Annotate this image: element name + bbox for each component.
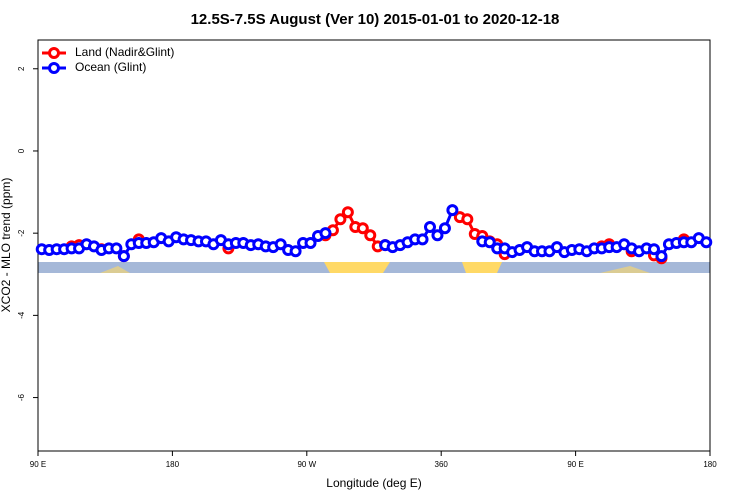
data-point: [648, 243, 660, 256]
data-point: [461, 213, 474, 226]
y-axis-label: XCO2 - MLO trend (ppm): [0, 178, 13, 313]
legend-marker: [48, 47, 60, 59]
x-tick-label: 360: [435, 460, 449, 469]
data-point: [438, 222, 451, 235]
data-point: [274, 238, 287, 251]
data-point: [446, 204, 459, 217]
y-tick-label: 0: [17, 148, 26, 153]
x-tick-label: 180: [166, 460, 180, 469]
data-point: [304, 237, 317, 250]
data-point: [424, 221, 436, 234]
data-point: [110, 242, 123, 255]
legend-label: Ocean (Glint): [75, 60, 146, 74]
data-point: [655, 250, 668, 263]
data-point: [700, 236, 713, 249]
data-point: [289, 245, 302, 258]
x-tick-label: 180: [703, 460, 717, 469]
data-point: [356, 222, 369, 235]
x-tick-label: 90 E: [30, 460, 46, 469]
x-tick-label: 90 W: [297, 460, 316, 469]
chart-title: 12.5S-7.5S August (Ver 10) 2015-01-01 to…: [191, 11, 560, 28]
y-tick-label: 2: [17, 66, 26, 71]
x-tick-label: 90 E: [567, 460, 583, 469]
data-point: [364, 229, 377, 242]
x-axis-label: Longitude (deg E): [326, 476, 421, 490]
data-point: [416, 233, 429, 246]
data-point: [117, 250, 130, 263]
y-tick-label: -6: [17, 393, 26, 401]
map-strip: [38, 262, 710, 273]
legend-marker: [48, 62, 60, 74]
y-tick-label: -2: [17, 229, 26, 237]
data-point: [341, 206, 354, 219]
data-point: [483, 236, 496, 249]
data-point: [334, 213, 347, 226]
data-point: [431, 229, 444, 242]
y-tick-label: -4: [17, 311, 26, 319]
data-point: [319, 227, 332, 240]
legend-label: Land (Nadir&Glint): [75, 45, 174, 59]
